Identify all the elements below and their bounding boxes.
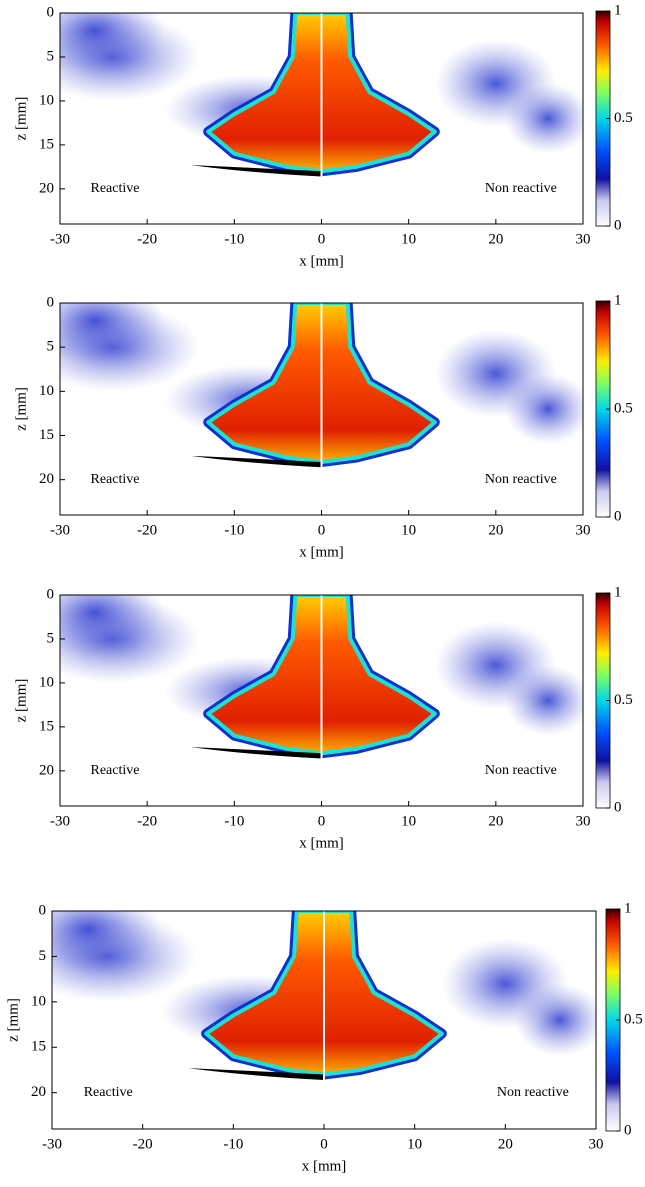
x-axis-label: x [mm] (299, 544, 344, 560)
colorbar-tick-label: 0 (614, 217, 622, 233)
haze (60, 303, 165, 365)
x-axis-label: x [mm] (299, 835, 344, 851)
x-tick-label: 0 (318, 522, 326, 538)
x-tick-label: 0 (318, 231, 326, 247)
x-tick-label: 30 (576, 522, 591, 538)
x-tick-label: 10 (401, 231, 416, 247)
x-tick-label: 30 (576, 231, 591, 247)
colorbar-tick-label: 0.5 (614, 110, 633, 126)
colorbar-tick-label: 0.5 (614, 400, 633, 416)
x-tick-label: -30 (50, 231, 70, 247)
y-tick-label: 20 (39, 471, 54, 487)
y-tick-label: 10 (39, 383, 54, 399)
x-axis-label: x [mm] (302, 1158, 347, 1174)
colorbar-tick-label: 0 (614, 799, 622, 815)
x-tick-label: 20 (488, 522, 503, 538)
blade (188, 1068, 324, 1080)
x-tick-label: -10 (224, 231, 244, 247)
y-tick-label: 20 (39, 180, 54, 196)
right-annotation: Non reactive (485, 472, 557, 487)
y-tick-label: 0 (47, 586, 55, 602)
x-tick-label: 20 (488, 813, 503, 829)
x-tick-label: -30 (50, 813, 70, 829)
x-tick-label: 10 (407, 1136, 422, 1152)
left-annotation: Reactive (91, 472, 140, 487)
x-tick-label: -20 (137, 522, 157, 538)
x-tick-label: 20 (488, 231, 503, 247)
colorbar-tick-label: 1 (614, 584, 622, 600)
y-tick-label: 5 (47, 48, 55, 64)
y-tick-label: 5 (39, 948, 47, 964)
x-tick-label: 0 (320, 1136, 328, 1152)
right-annotation: Non reactive (497, 1085, 569, 1100)
heatmap-image (60, 595, 583, 780)
heatmap-image (60, 13, 583, 198)
colorbar-tick-label: 1 (614, 2, 622, 18)
colorbar-tick-label: 0.5 (614, 692, 633, 708)
x-tick-label: -30 (50, 522, 70, 538)
haze (60, 595, 165, 657)
left-annotation: Reactive (91, 181, 140, 196)
y-tick-label: 5 (47, 339, 55, 355)
heatmap-image (60, 303, 583, 489)
colorbar-tick-label: 1 (614, 292, 622, 308)
x-tick-label: 10 (401, 813, 416, 829)
haze (60, 13, 165, 75)
x-tick-label: -20 (137, 813, 157, 829)
left-annotation: Reactive (84, 1085, 133, 1100)
x-tick-label: 30 (576, 813, 591, 829)
haze (514, 983, 596, 1057)
haze (504, 665, 583, 736)
y-axis-label: z [mm] (13, 97, 29, 141)
y-tick-label: 15 (39, 136, 54, 152)
haze (504, 373, 583, 445)
y-tick-label: 10 (39, 674, 54, 690)
y-tick-label: 15 (39, 718, 54, 734)
x-tick-label: -10 (224, 813, 244, 829)
x-tick-label: -10 (224, 522, 244, 538)
right-annotation: Non reactive (485, 181, 557, 196)
y-tick-label: 15 (39, 427, 54, 443)
colorbar-tick-label: 0 (614, 508, 622, 524)
x-axis-label: x [mm] (299, 253, 344, 269)
y-tick-label: 15 (31, 1039, 46, 1055)
right-annotation: Non reactive (485, 763, 557, 778)
x-tick-label: -20 (137, 231, 157, 247)
y-axis-label: z [mm] (13, 679, 29, 723)
haze (52, 911, 161, 975)
y-tick-label: 0 (47, 4, 55, 20)
y-tick-label: 5 (47, 630, 55, 646)
heatmap-image (52, 911, 596, 1102)
colorbar-tick-label: 0.5 (624, 1011, 643, 1027)
y-tick-label: 20 (31, 1084, 46, 1100)
y-axis-label: z [mm] (13, 387, 29, 431)
x-tick-label: 20 (498, 1136, 513, 1152)
x-tick-label: -30 (42, 1136, 62, 1152)
blade (190, 747, 322, 759)
y-tick-label: 10 (39, 92, 54, 108)
y-tick-label: 20 (39, 762, 54, 778)
y-tick-label: 0 (47, 294, 55, 310)
y-tick-label: 0 (39, 902, 47, 918)
x-tick-label: 0 (318, 813, 326, 829)
colorbar-tick-label: 0 (624, 1122, 632, 1138)
x-tick-label: 10 (401, 522, 416, 538)
colorbar-tick-label: 1 (624, 900, 632, 916)
y-tick-label: 10 (31, 993, 46, 1009)
x-tick-label: 30 (589, 1136, 604, 1152)
y-axis-label: z [mm] (5, 998, 21, 1042)
x-tick-label: -10 (223, 1136, 243, 1152)
x-tick-label: -20 (133, 1136, 153, 1152)
left-annotation: Reactive (91, 763, 140, 778)
blade (190, 455, 322, 468)
haze (504, 83, 583, 154)
blade (190, 165, 322, 177)
